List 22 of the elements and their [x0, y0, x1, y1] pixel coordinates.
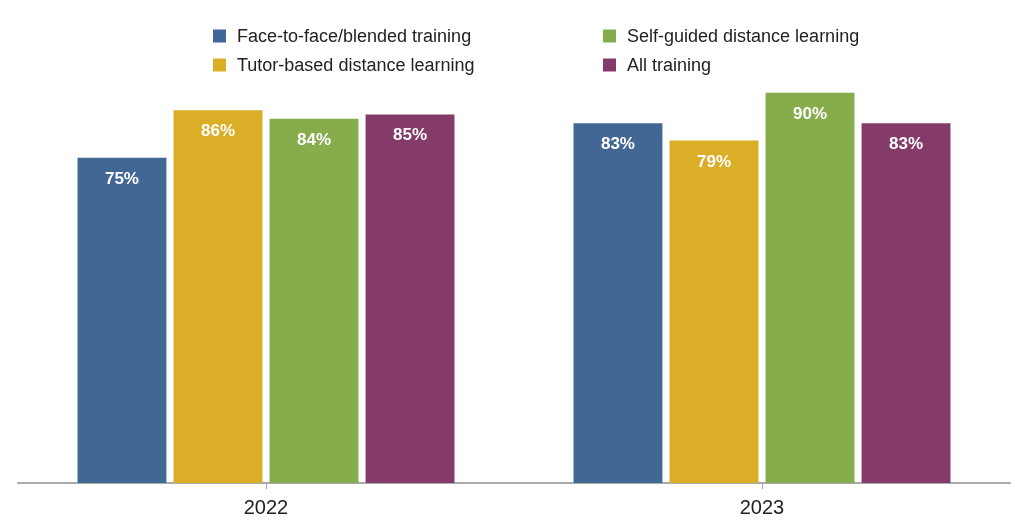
data-label: 90% [792, 103, 828, 123]
data-label: 79% [696, 151, 732, 171]
bar [77, 157, 167, 483]
bar [173, 110, 263, 483]
bar [861, 123, 951, 483]
bar [669, 140, 759, 483]
data-label: 75% [104, 168, 139, 188]
legend-label: Tutor-based distance learning [237, 55, 475, 75]
data-label: 86% [200, 121, 236, 141]
bar [573, 123, 663, 483]
legend-label: Face-to-face/blended training [237, 26, 472, 46]
data-label: 84% [296, 129, 332, 149]
data-label: 85% [393, 125, 428, 145]
x-tick-label: 2023 [739, 496, 785, 518]
bar [765, 92, 855, 483]
bar [269, 118, 359, 483]
data-label: 83% [889, 134, 924, 154]
x-tick-label: 2022 [243, 496, 289, 518]
bar [365, 114, 455, 483]
legend-label: Self-guided distance learning [627, 26, 860, 46]
legend-label: All training [627, 55, 712, 75]
data-label: 83% [600, 134, 635, 154]
